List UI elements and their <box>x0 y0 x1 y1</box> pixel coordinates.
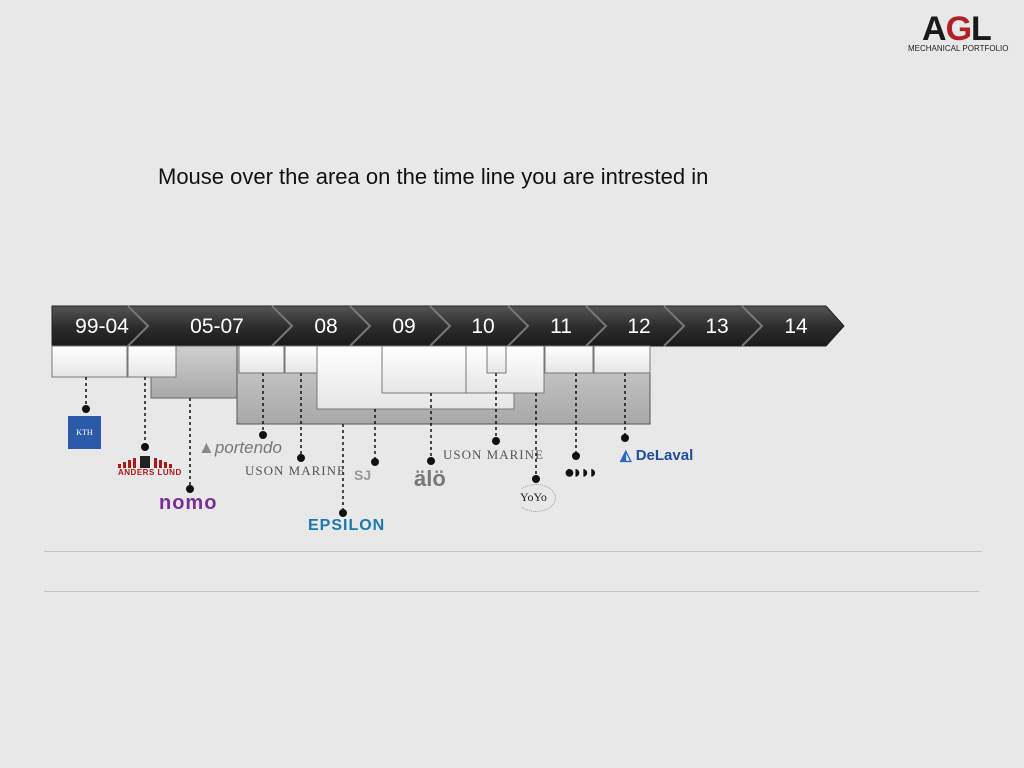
anders-lund-name: ANDERS LUND <box>118 468 182 477</box>
period-box-portendo[interactable] <box>238 345 285 374</box>
timeline-segment-09[interactable]: 09 <box>392 315 415 338</box>
uson-marine-logo-1[interactable]: USON MARINE <box>245 463 346 478</box>
timeline-segment-12[interactable]: 12 <box>627 315 650 338</box>
yoyo-ring-icon <box>516 484 556 512</box>
portendo-triangle-icon: ▲ <box>198 438 215 457</box>
divider-line-2 <box>44 591 979 592</box>
divider-line-1 <box>44 551 982 552</box>
timeline-segment-10[interactable]: 10 <box>471 315 494 338</box>
sj-logo[interactable]: SJ <box>354 467 372 483</box>
timeline-bar <box>51 305 845 347</box>
kth-logo[interactable]: KTH <box>68 416 101 449</box>
period-box-alo[interactable] <box>381 345 467 394</box>
timeline-segment-14[interactable]: 14 <box>784 315 808 338</box>
period-box-99-04-kth[interactable] <box>51 345 128 378</box>
anders-lund-bars-icon <box>118 456 172 468</box>
delaval-name: DeLaval <box>635 447 694 464</box>
nomo-logo[interactable]: nomo <box>159 492 218 514</box>
timeline-segment-08[interactable]: 08 <box>314 315 337 338</box>
dots-brand-logo[interactable]: ●◗◗◗ <box>564 462 598 483</box>
period-box-uson-2[interactable] <box>486 345 507 374</box>
connector-dots <box>82 405 629 517</box>
delaval-triangle-icon: ◭ <box>620 447 632 464</box>
portendo-name: portendo <box>214 438 282 457</box>
yoyo-logo[interactable]: YoYo <box>516 484 556 512</box>
delaval-logo[interactable]: ◭ DeLaval <box>620 446 693 464</box>
agl-logo-subtitle: MECHANICAL PORTFOLIO <box>908 44 1009 53</box>
period-box-anders-lund[interactable] <box>127 345 177 378</box>
dots-brand-icon: ●◗◗◗ <box>564 462 598 482</box>
anders-lund-logo[interactable]: ANDERS LUND <box>114 456 181 480</box>
epsilon-logo[interactable]: EPSILON <box>308 517 386 534</box>
portendo-logo[interactable]: ▲portendo <box>198 438 282 458</box>
period-box-uson-1[interactable] <box>284 345 319 374</box>
agl-logo: AGL MECHANICAL PORTFOLIO <box>906 12 1018 56</box>
uson-marine-logo-2[interactable]: USON MARINE <box>443 447 544 462</box>
timeline-segment-13[interactable]: 13 <box>705 315 728 338</box>
alo-logo[interactable]: älö <box>414 466 446 491</box>
connectors <box>85 373 626 513</box>
timeline-segment-05-07[interactable]: 05-07 <box>190 315 244 338</box>
instruction-text: Mouse over the area on the time line you… <box>158 164 709 189</box>
agl-logo-mark: AGL <box>922 10 992 48</box>
timeline-segment-99-04[interactable]: 99-04 <box>75 315 129 338</box>
period-box-delaval[interactable] <box>593 345 651 374</box>
timeline-segment-11[interactable]: 11 <box>550 315 572 338</box>
timeline-labels: 99-04 05-07 08 09 10 11 12 13 14 <box>75 315 808 338</box>
period-box-dots[interactable] <box>544 345 594 374</box>
